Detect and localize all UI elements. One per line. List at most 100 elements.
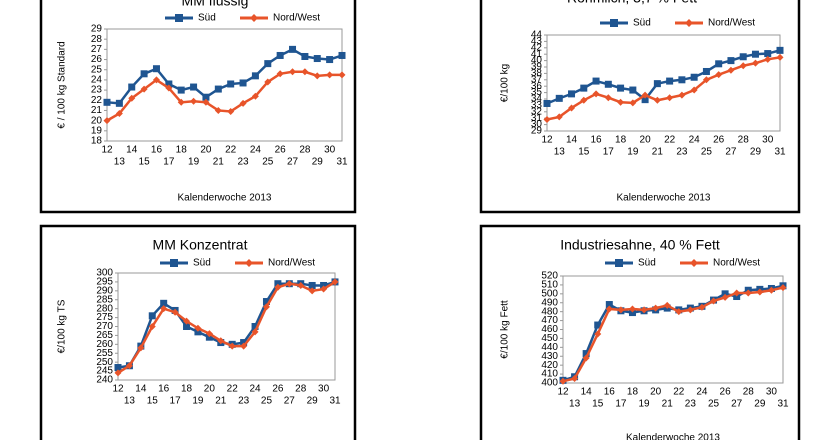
x-tick-label: 12 <box>112 384 124 395</box>
point <box>297 281 305 289</box>
x-tick-label: 26 <box>272 384 284 395</box>
x-tick-label: 30 <box>324 145 336 156</box>
x-axis-label: Kalenderwoche 2013 <box>626 433 720 440</box>
point <box>160 305 168 313</box>
point <box>301 68 309 76</box>
x-tick-label: 22 <box>664 135 676 146</box>
x-tick-label: 13 <box>124 396 136 407</box>
point <box>214 106 222 114</box>
x-tick-label: 24 <box>249 384 261 395</box>
y-tick-label: 33 <box>531 100 543 111</box>
point <box>285 280 293 288</box>
x-tick-label: 28 <box>738 135 750 146</box>
panel <box>479 224 801 440</box>
legend-label: Süd <box>638 258 656 269</box>
point <box>580 84 588 92</box>
legend-label: Süd <box>633 18 651 29</box>
point <box>628 309 636 317</box>
point <box>276 70 284 78</box>
x-tick-label: 24 <box>689 135 701 146</box>
x-tick-label: 12 <box>557 387 569 398</box>
chart-title: MM flüssig <box>182 0 249 9</box>
x-tick-label: 14 <box>581 387 593 398</box>
x-tick-label: 19 <box>638 399 650 410</box>
point <box>190 83 198 91</box>
panel <box>39 0 357 214</box>
point <box>744 289 752 297</box>
x-tick-label: 16 <box>590 135 602 146</box>
x-tick-label: 29 <box>312 157 324 168</box>
x-tick-label: 19 <box>192 396 204 407</box>
point <box>641 91 649 99</box>
point <box>160 299 168 307</box>
point <box>568 90 576 98</box>
y-tick-label: 500 <box>541 288 558 299</box>
point <box>320 281 328 289</box>
x-tick-label: 12 <box>101 145 113 156</box>
x-tick-label: 12 <box>541 135 553 146</box>
y-tick-label: 245 <box>96 366 113 377</box>
y-tick-label: 42 <box>531 42 543 53</box>
point <box>641 96 649 104</box>
point <box>702 67 710 75</box>
point <box>663 301 671 309</box>
point <box>114 369 122 377</box>
legend-marker <box>170 259 178 267</box>
point <box>678 91 686 99</box>
point <box>313 55 321 63</box>
point <box>190 97 198 105</box>
x-tick-label: 13 <box>554 147 566 158</box>
point <box>756 288 764 296</box>
x-tick-label: 23 <box>238 396 250 407</box>
point <box>338 71 346 79</box>
point <box>137 344 145 352</box>
point <box>582 354 590 362</box>
y-tick-label: 440 <box>541 342 558 353</box>
point <box>177 98 185 106</box>
point <box>103 98 111 106</box>
legend-label: Nord/West <box>273 13 320 24</box>
point <box>721 293 729 301</box>
point <box>240 339 248 347</box>
y-tick-label: 410 <box>541 369 558 380</box>
point <box>690 86 698 94</box>
point <box>710 297 718 305</box>
y-tick-label: 39 <box>531 62 543 73</box>
x-tick-label: 22 <box>673 387 685 398</box>
chart-title: Industriesahne, 40 % Fett <box>560 237 720 253</box>
point <box>165 84 173 92</box>
point <box>289 68 297 76</box>
y-tick-label: 400 <box>541 378 558 389</box>
y-tick-label: 44 <box>531 30 543 41</box>
legend-marker <box>690 259 698 267</box>
point <box>652 304 660 312</box>
x-tick-label: 15 <box>578 147 590 158</box>
point <box>205 330 213 338</box>
x-tick-label: 31 <box>774 147 786 158</box>
point <box>690 73 698 81</box>
y-tick-label: 265 <box>96 330 113 341</box>
y-tick-label: 22 <box>91 95 103 106</box>
point <box>594 321 602 329</box>
legend-label: Nord/West <box>708 18 755 29</box>
x-tick-label: 17 <box>603 147 615 158</box>
x-tick-label: 13 <box>569 399 581 410</box>
point <box>751 50 759 58</box>
y-tick-label: 460 <box>541 324 558 335</box>
x-tick-label: 25 <box>262 157 274 168</box>
panel <box>479 0 801 214</box>
x-tick-label: 15 <box>147 396 159 407</box>
point <box>148 323 156 330</box>
point <box>739 62 747 70</box>
y-tick-label: 510 <box>541 280 558 291</box>
point <box>183 317 191 325</box>
point <box>666 94 674 102</box>
point <box>733 289 741 297</box>
x-tick-label: 18 <box>615 135 627 146</box>
point <box>183 323 191 330</box>
x-tick-label: 18 <box>181 384 193 395</box>
point <box>715 60 723 68</box>
point <box>264 78 272 86</box>
x-tick-label: 16 <box>158 384 170 395</box>
